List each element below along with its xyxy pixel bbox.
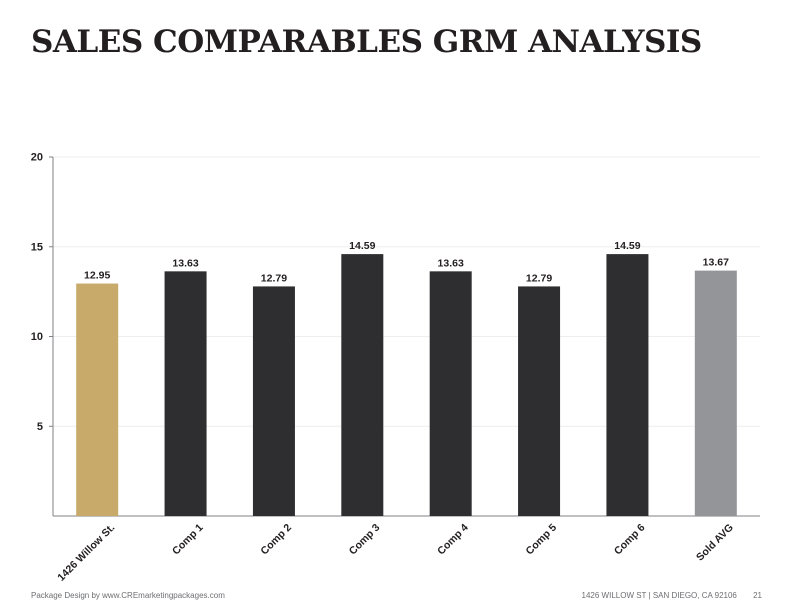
data-label: 14.59	[349, 240, 375, 252]
page-number: 21	[753, 591, 762, 600]
bar	[76, 283, 119, 516]
bar	[252, 286, 295, 516]
category-label: Comp 1	[170, 522, 206, 558]
page-title: SALES COMPARABLES GRM ANALYSIS	[31, 24, 702, 60]
data-label: 13.67	[703, 257, 729, 269]
footer-address: 1426 WILLOW ST | SAN DIEGO, CA 92106	[581, 591, 737, 600]
bar	[429, 271, 472, 516]
category-label: Comp 6	[612, 522, 648, 558]
bar	[606, 254, 649, 516]
y-tick-label: 15	[31, 241, 43, 253]
bar	[518, 286, 561, 516]
category-label: Comp 3	[347, 522, 383, 558]
category-label: Sold AVG	[694, 522, 736, 564]
category-label: Comp 5	[523, 522, 559, 558]
data-label: 12.95	[84, 270, 110, 282]
data-label: 13.63	[438, 257, 464, 269]
category-label: 1426 Willow St.	[55, 522, 117, 584]
data-label: 13.63	[172, 257, 198, 269]
y-tick-label: 5	[37, 421, 43, 433]
bar	[341, 254, 384, 516]
data-label: 12.79	[261, 272, 287, 284]
y-tick-label: 10	[31, 331, 43, 343]
y-tick-label: 20	[31, 152, 43, 164]
footer-right: 1426 WILLOW ST | SAN DIEGO, CA 92106 21	[582, 591, 762, 600]
data-label: 14.59	[614, 240, 640, 252]
category-label: Comp 4	[435, 522, 471, 558]
bar	[694, 270, 737, 516]
footer-credit: Package Design by www.CREmarketingpackag…	[31, 591, 225, 600]
bar	[164, 271, 207, 516]
category-label: Comp 2	[258, 522, 294, 558]
data-label: 12.79	[526, 272, 552, 284]
